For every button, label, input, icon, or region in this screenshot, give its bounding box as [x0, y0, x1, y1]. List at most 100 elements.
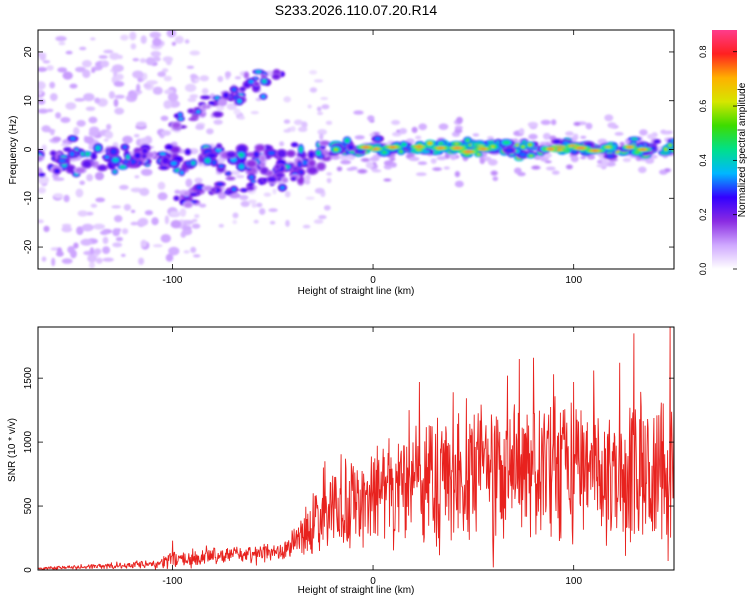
spectrogram-blob — [96, 257, 103, 264]
spectrogram-blob — [174, 35, 184, 44]
spectrogram-blob — [639, 129, 648, 136]
spectrogram-blob — [298, 126, 308, 132]
spectrogram-blob — [75, 188, 84, 198]
spectrogram-blob — [401, 142, 407, 147]
spectrogram-blob — [94, 171, 105, 181]
spectrogram-blob — [670, 139, 674, 142]
spectrogram-blob — [112, 157, 119, 163]
spectrogram-blob — [443, 166, 450, 170]
spectrogram-blob — [184, 39, 190, 44]
spectrogram-blob — [38, 108, 49, 114]
spectrogram-blob — [165, 253, 174, 262]
spectrogram-blob — [157, 71, 166, 77]
spectrogram-blob — [76, 120, 86, 127]
spectrogram-blob — [130, 43, 137, 50]
spectrogram-blob — [268, 208, 278, 213]
spectrogram-blob — [545, 166, 556, 171]
spectrogram-blob — [178, 113, 182, 117]
spectrogram-blob — [373, 148, 377, 150]
spectrogram-blob — [191, 161, 196, 165]
spectrogram-blob — [50, 130, 55, 136]
spectrogram-blob — [307, 104, 312, 109]
spectrogram-blob — [187, 97, 197, 103]
spectrogram-blob — [114, 215, 123, 223]
spectrogram-blob — [411, 126, 418, 133]
spectrogram-blob — [436, 155, 447, 161]
spectrogram-blob — [241, 189, 247, 192]
spectrogram-blob — [170, 161, 177, 166]
spectrogram-blob — [283, 96, 292, 103]
spectrogram-blob — [415, 172, 427, 176]
spectrogram-blob — [135, 121, 147, 128]
spectrogram-blob — [122, 135, 133, 144]
spectrogram-blob — [606, 146, 610, 148]
spectrogram-blob — [248, 183, 254, 187]
spectrogram-blob — [61, 258, 73, 264]
spectrogram-blob — [260, 167, 268, 174]
spectrogram-blob — [104, 155, 110, 159]
spectrogram-blob — [226, 151, 236, 158]
spectrogram-blob — [65, 102, 77, 110]
spectrogram-blob — [62, 71, 73, 80]
spectrogram-blob — [216, 104, 225, 111]
spectrogram-blob — [205, 158, 211, 164]
spectrogram-blob — [38, 98, 46, 105]
spectrogram-blob — [95, 197, 106, 203]
spectrogram-blob — [51, 257, 56, 267]
spectrogram-blob — [399, 128, 407, 135]
spectrogram-blob — [585, 122, 593, 130]
spectrogram-blob — [318, 215, 327, 220]
spectrogram-blob — [188, 108, 194, 114]
spectrogram-blob — [38, 52, 47, 57]
spectrogram-blob — [321, 104, 330, 110]
spectrogram-blob — [120, 34, 129, 41]
spectrogram-blob — [108, 91, 115, 99]
spectrogram-blob — [259, 162, 266, 167]
spectrogram-blob — [263, 192, 272, 197]
spectrogram-blob — [491, 171, 498, 176]
spectrogram-blob — [38, 156, 43, 161]
spectrogram-blob — [129, 31, 137, 41]
spectrogram-y-tick-label: 0 — [23, 146, 34, 152]
colorbar: 0.0 0.2 0.4 0.6 0.8 Normalized spectral ampl… — [698, 30, 748, 275]
spectrogram-blob — [201, 88, 209, 95]
spectrogram-blob — [438, 147, 443, 149]
spectrogram-blob — [238, 115, 245, 120]
spectrogram-blob — [231, 87, 237, 92]
spectrogram-blob — [551, 170, 560, 175]
spectrogram-blob — [604, 114, 614, 122]
spectrogram-blob — [640, 149, 645, 150]
spectrogram-blob — [179, 208, 187, 217]
spectrogram-blob — [246, 160, 256, 167]
spectrogram-blob — [73, 127, 80, 136]
spectrogram-blob — [174, 196, 179, 200]
spectrogram-blob — [89, 247, 94, 255]
spectrogram-blob — [165, 59, 172, 66]
spectrogram-blob — [191, 223, 201, 229]
spectrogram-blob — [384, 178, 391, 182]
spectrogram-blob — [280, 185, 285, 190]
spectrogram-blob — [348, 145, 353, 149]
spectrogram-x-label: Height of straight line (km) — [298, 286, 415, 297]
spectrogram-blob — [89, 261, 95, 269]
spectrogram-blobs — [38, 30, 674, 269]
spectrogram-blob — [250, 111, 259, 115]
spectrogram-blob — [91, 68, 96, 73]
spectrogram-blob — [282, 177, 288, 183]
spectrogram-blob — [253, 219, 259, 224]
spectrogram-y-tick-label: 20 — [23, 46, 34, 58]
spectrogram-blob — [94, 97, 101, 104]
spectrogram-blob — [162, 157, 170, 165]
spectrogram-blob — [325, 120, 333, 125]
spectrogram-blob — [152, 86, 163, 95]
spectrogram-blob — [161, 166, 167, 169]
spectrogram-blob — [337, 167, 342, 171]
spectrogram-blob — [291, 177, 296, 180]
spectrogram-blob — [55, 36, 67, 42]
spectrogram-blob — [226, 172, 231, 175]
spectrogram-blob — [528, 133, 538, 140]
spectrogram-blob — [287, 150, 295, 157]
spectrogram-blob — [369, 156, 380, 162]
